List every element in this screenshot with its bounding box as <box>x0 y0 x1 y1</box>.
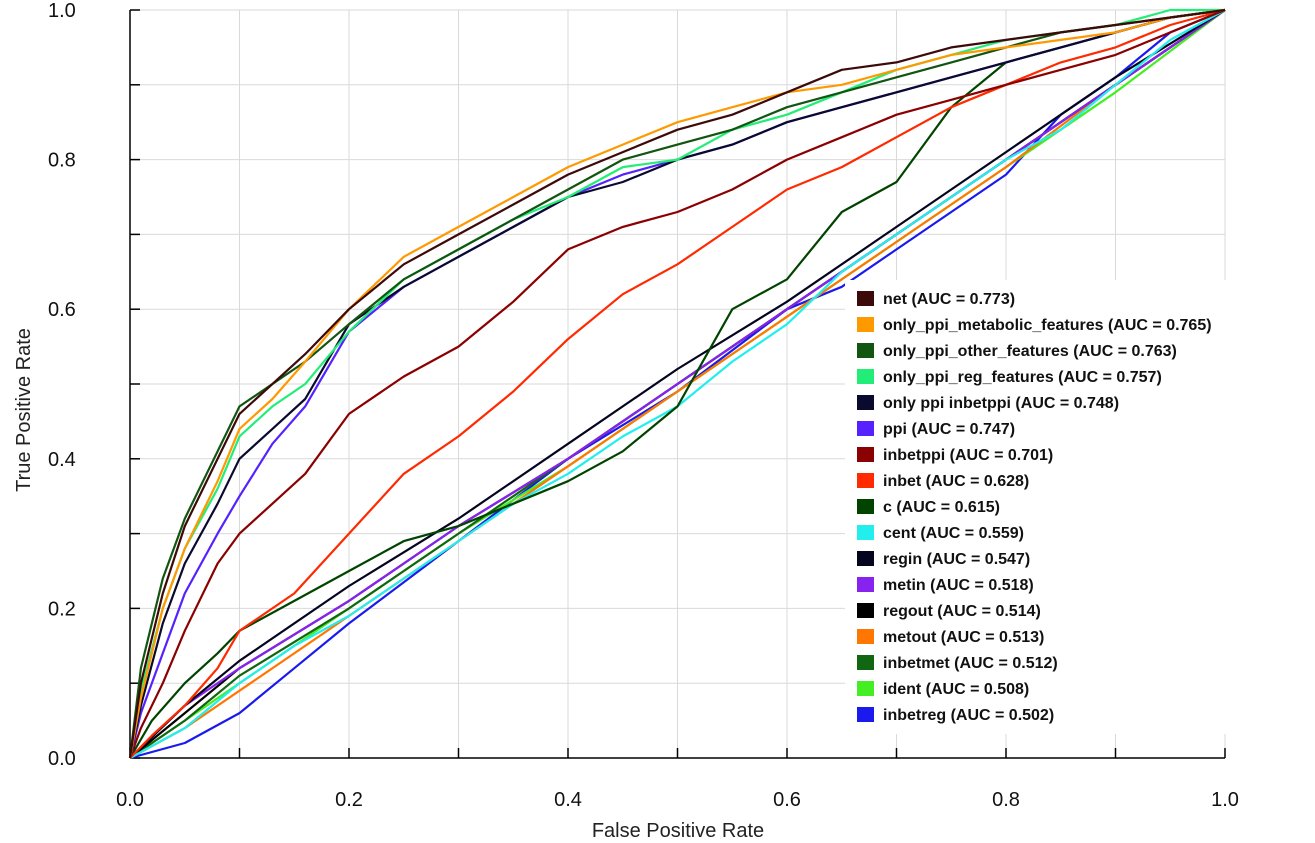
legend-label: only_ppi_reg_features (AUC = 0.757) <box>883 369 1162 386</box>
legend-swatch <box>857 525 874 540</box>
legend-label: regout (AUC = 0.514) <box>883 603 1041 620</box>
x-tick-label: 0.2 <box>335 789 363 811</box>
legend-label: inbetmet (AUC = 0.512) <box>883 655 1058 672</box>
y-tick-labels: 0.0 0.2 0.4 0.6 0.8 1.0 <box>48 0 76 770</box>
legend-swatch <box>857 395 874 410</box>
x-tick-labels: 0.0 0.2 0.4 0.6 0.8 1.0 <box>116 789 1239 811</box>
legend-label: net (AUC = 0.773) <box>883 291 1015 308</box>
roc-curves <box>128 8 1226 760</box>
legend-label: c (AUC = 0.615) <box>883 499 1000 516</box>
legend-swatch <box>857 369 874 384</box>
legend-label: only ppi inbetppi (AUC = 0.748) <box>883 395 1119 412</box>
series-line <box>129 9 1226 759</box>
legend-label: regin (AUC = 0.547) <box>883 551 1030 568</box>
y-tick-label: 1.0 <box>48 0 76 22</box>
y-axis-title: True Positive Rate <box>13 328 35 492</box>
legend-swatch <box>857 343 874 358</box>
legend-label: cent (AUC = 0.559) <box>883 525 1024 542</box>
legend-label: only_ppi_metabolic_features (AUC = 0.765… <box>883 317 1212 334</box>
legend: net (AUC = 0.773) only_ppi_metabolic_feat… <box>845 280 1310 734</box>
legend-label: ident (AUC = 0.508) <box>883 681 1029 698</box>
legend-swatch <box>857 603 874 618</box>
legend-box <box>845 280 1310 734</box>
series-line <box>129 8 1226 759</box>
legend-swatch <box>857 317 874 332</box>
legend-swatch <box>857 707 874 722</box>
x-tick-label: 0.8 <box>992 789 1020 811</box>
y-tick-label: 0.4 <box>48 449 76 471</box>
legend-swatch <box>857 473 874 488</box>
x-tick-label: 0.6 <box>773 789 801 811</box>
y-tick-label: 0.8 <box>48 150 76 172</box>
x-tick-label: 0.0 <box>116 789 144 811</box>
legend-swatch <box>857 655 874 670</box>
series-line <box>129 9 1226 759</box>
legend-label: inbet (AUC = 0.628) <box>883 473 1029 490</box>
x-axis-title: False Positive Rate <box>592 820 764 842</box>
legend-label: inbetreg (AUC = 0.502) <box>883 707 1054 724</box>
legend-swatch <box>857 577 874 592</box>
series-line <box>128 8 1226 759</box>
legend-label: metout (AUC = 0.513) <box>883 629 1044 646</box>
legend-swatch <box>857 681 874 696</box>
legend-label: ppi (AUC = 0.747) <box>883 421 1015 438</box>
legend-swatch <box>857 499 874 514</box>
legend-swatch <box>857 629 874 644</box>
legend-swatch <box>857 421 874 436</box>
legend-label: inbetppi (AUC = 0.701) <box>883 447 1053 464</box>
legend-swatch <box>857 447 874 462</box>
y-tick-label: 0.6 <box>48 299 76 321</box>
series-line <box>129 9 1226 759</box>
y-tick-label: 0.2 <box>48 598 76 620</box>
x-tick-label: 0.4 <box>554 789 582 811</box>
axes <box>129 9 1226 759</box>
legend-swatch <box>857 551 874 566</box>
legend-label: metin (AUC = 0.518) <box>883 577 1034 594</box>
legend-swatch <box>857 291 874 306</box>
x-tick-label: 1.0 <box>1211 789 1239 811</box>
legend-label: only_ppi_other_features (AUC = 0.763) <box>883 343 1177 360</box>
series-line <box>128 8 1226 759</box>
series-line <box>128 8 1226 759</box>
y-tick-label: 0.0 <box>48 748 76 770</box>
